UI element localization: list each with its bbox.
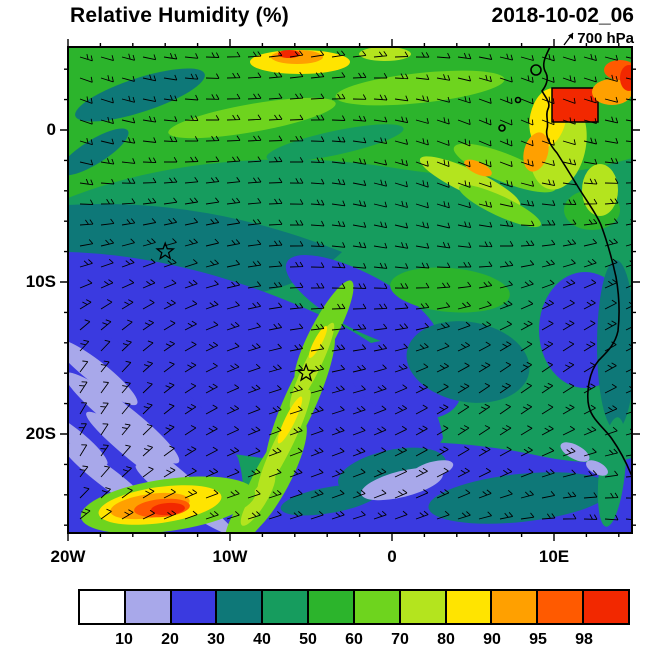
colorbar: 10 20 30 40 50 60 70 80 90 95 98 (78, 589, 630, 648)
pressure-level-text: 700 hPa (577, 30, 634, 47)
colorbar-cells (78, 589, 630, 625)
colorbar-cell (490, 591, 537, 623)
x-tick-label-10e: 10E (538, 547, 570, 566)
x-tick-label-20w: 20W (50, 547, 86, 566)
colorbar-cell (261, 591, 308, 623)
rh-field (68, 47, 632, 533)
colorbar-tick-label: 50 (299, 631, 317, 648)
colorbar-cell (215, 591, 262, 623)
island-outline (530, 64, 542, 76)
colorbar-cell (398, 591, 445, 623)
star-marker (155, 241, 176, 260)
x-tick-label-10w: 10W (212, 547, 248, 566)
x-tick-label-0: 0 (387, 547, 397, 566)
colorbar-tick-label: 40 (253, 631, 271, 648)
y-tick-label-0: 0 (46, 120, 56, 139)
colorbar-cell (444, 591, 491, 623)
colorbar-tick-label: 30 (207, 631, 225, 648)
colorbar-tick-label: 90 (483, 631, 501, 648)
chart-title: Relative Humidity (%) (70, 4, 289, 27)
wind-barb-icon (563, 32, 574, 46)
island-outline (498, 124, 506, 132)
colorbar-cell (123, 591, 170, 623)
colorbar-cell (307, 591, 353, 623)
colorbar-tick-label: 70 (391, 631, 409, 648)
colorbar-tick-label: 98 (575, 631, 593, 648)
colorbar-labels: 10 20 30 40 50 60 70 80 90 95 98 (78, 625, 630, 649)
y-tick-label-20s: 20S (25, 424, 56, 443)
star-marker (296, 362, 316, 382)
colorbar-tick-label: 60 (345, 631, 363, 648)
wind-barbs (78, 50, 632, 521)
coastline (498, 47, 632, 479)
colorbar-tick-label: 10 (115, 631, 133, 648)
y-tick-label-10s: 10S (25, 272, 56, 291)
pressure-level-label: 700 hPa (562, 30, 634, 47)
island-outline (514, 96, 522, 104)
star-markers (155, 241, 316, 382)
colorbar-tick-label: 80 (437, 631, 455, 648)
map-frame (67, 46, 633, 534)
colorbar-tick-label: 95 (529, 631, 547, 648)
colorbar-cell (582, 591, 628, 623)
axis-ticks (60, 39, 640, 541)
colorbar-tick-label: 20 (161, 631, 179, 648)
colorbar-cell (536, 591, 583, 623)
colorbar-cell (169, 591, 216, 623)
valid-date-label: 2018-10-02_06 (491, 4, 634, 27)
boxed-region (551, 87, 599, 123)
colorbar-cell (352, 591, 399, 623)
colorbar-cell (80, 591, 124, 623)
